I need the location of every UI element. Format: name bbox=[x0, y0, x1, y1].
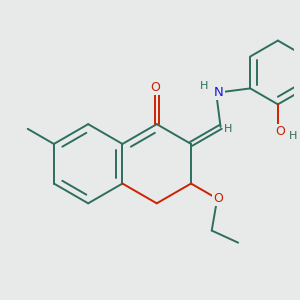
Text: H: H bbox=[289, 131, 297, 141]
Text: O: O bbox=[151, 81, 160, 94]
Text: N: N bbox=[214, 86, 223, 99]
Text: O: O bbox=[213, 192, 223, 205]
Text: H: H bbox=[224, 124, 232, 134]
Text: H: H bbox=[200, 81, 208, 91]
Text: O: O bbox=[275, 125, 285, 138]
